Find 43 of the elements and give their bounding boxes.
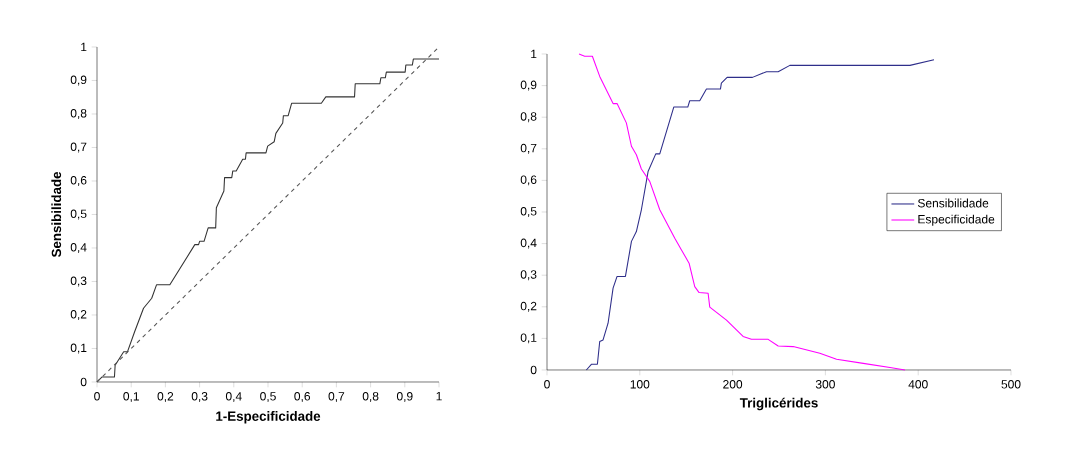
x-tick-label: 100	[630, 380, 650, 389]
x-tick-label: 0,5	[260, 392, 276, 402]
y-tick-label: 0,6	[520, 175, 537, 186]
x-tick-label: 0,8	[362, 392, 379, 402]
y-tick-label: 0,8	[520, 112, 537, 123]
x-axis-title: Triglicérides	[739, 397, 818, 411]
y-tick-label: 1	[531, 49, 537, 59]
x-tick-label: 0,7	[328, 392, 345, 402]
x-tick-label: 0,3	[191, 392, 208, 402]
y-tick-label: 0,5	[520, 207, 537, 217]
y-tick-label: 0,4	[520, 238, 537, 249]
x-tick-label: 1	[436, 392, 442, 401]
y-tick-label: 0,5	[70, 209, 87, 220]
y-tick-label: 0,2	[70, 310, 87, 320]
x-tick-label: 0,6	[294, 392, 311, 402]
y-tick-label: 0,2	[520, 301, 537, 312]
x-tick-label: 400	[908, 380, 928, 389]
x-tick-label: 300	[815, 380, 835, 389]
y-tick-label: 0,3	[520, 270, 537, 281]
y-tick-label: 0,3	[70, 276, 87, 287]
x-tick-label: 0,1	[123, 392, 139, 402]
x-tick-label: 0,2	[157, 392, 174, 402]
x-tick-label: 200	[723, 380, 743, 389]
x-tick-label: 500	[1001, 380, 1021, 389]
y-tick-label: 0,1	[520, 333, 537, 344]
x-tick-label: 0,4	[225, 392, 242, 402]
x-tick-label: 0,9	[396, 392, 413, 402]
legend-label: Sensibilidade	[917, 198, 989, 208]
x-tick-label: 0	[544, 380, 550, 389]
y-tick-label: 0,4	[70, 243, 87, 253]
y-tick-label: 0,7	[520, 143, 537, 154]
y-tick-label: 0,7	[70, 142, 87, 153]
y-axis-title: Sensibilidade	[51, 171, 62, 258]
y-tick-label: 0,9	[70, 75, 87, 86]
y-tick-label: 0,9	[520, 80, 537, 91]
x-axis-title: 1-Especificidade	[216, 411, 321, 424]
y-tick-label: 1	[81, 42, 87, 52]
x-tick-label: 0	[94, 392, 100, 401]
y-tick-label: 0,8	[70, 109, 87, 119]
y-tick-label: 0,6	[70, 176, 87, 186]
y-tick-label: 0	[530, 365, 537, 375]
y-tick-label: 0,1	[70, 343, 87, 354]
legend-label: Especificidade	[918, 214, 995, 226]
